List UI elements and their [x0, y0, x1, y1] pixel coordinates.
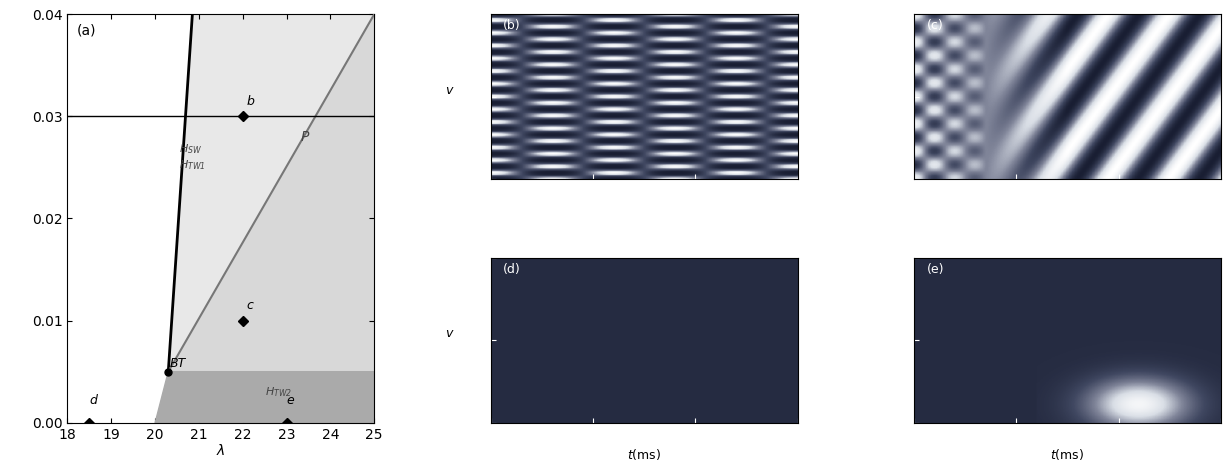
Text: (e): (e) — [926, 263, 944, 276]
Y-axis label: $v$: $v$ — [445, 84, 454, 96]
Text: e: e — [287, 394, 294, 408]
Text: b: b — [247, 95, 254, 108]
X-axis label: $\lambda$: $\lambda$ — [216, 443, 226, 458]
Text: c: c — [247, 299, 253, 313]
Text: (c): (c) — [926, 19, 944, 32]
Text: (a): (a) — [76, 24, 96, 38]
Text: (b): (b) — [503, 19, 520, 32]
Text: BT: BT — [169, 357, 185, 370]
X-axis label: $t$(ms): $t$(ms) — [1050, 447, 1085, 462]
Text: d: d — [90, 394, 97, 408]
Text: $H_{\mathregular{TW2}}$: $H_{\mathregular{TW2}}$ — [265, 385, 292, 399]
Polygon shape — [168, 14, 374, 371]
X-axis label: $t$(ms): $t$(ms) — [627, 447, 661, 462]
Text: (d): (d) — [503, 263, 520, 276]
Text: $H_{\mathregular{SW}}$
$H_{\mathregular{TW1}}$: $H_{\mathregular{SW}}$ $H_{\mathregular{… — [179, 142, 206, 172]
Polygon shape — [155, 371, 374, 423]
Text: $P$: $P$ — [299, 130, 310, 144]
Y-axis label: $v$: $v$ — [445, 327, 454, 341]
Polygon shape — [168, 14, 374, 371]
